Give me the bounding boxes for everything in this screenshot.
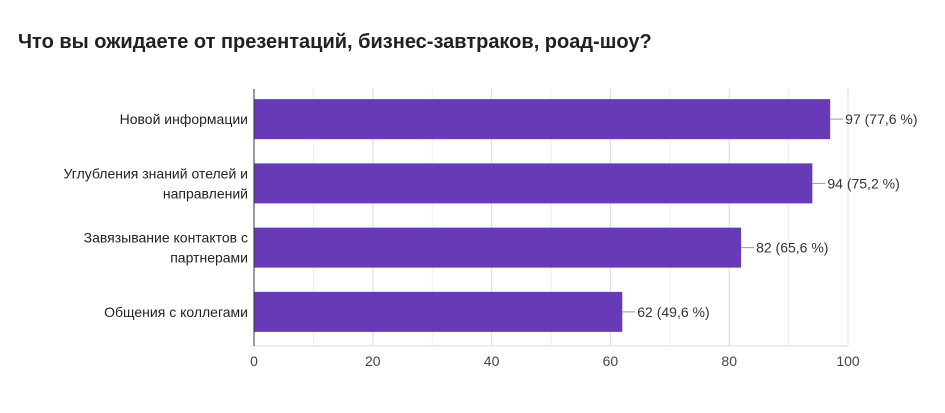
x-tick-label: 60 xyxy=(603,353,619,369)
data-label: 97 (77,6 %) xyxy=(845,111,917,127)
x-tick-label: 100 xyxy=(836,353,860,369)
x-tick-label: 80 xyxy=(721,353,737,369)
x-tick-label: 0 xyxy=(250,353,258,369)
data-label: 82 (65,6 %) xyxy=(756,240,828,256)
bar xyxy=(254,99,831,140)
category-label: Завязывание контактов с xyxy=(84,230,248,246)
data-label: 94 (75,2 %) xyxy=(827,175,899,191)
bar xyxy=(254,163,813,204)
category-label: партнерами xyxy=(170,250,248,266)
category-label: Новой информации xyxy=(120,111,248,127)
category-label: Углубления знаний отелей и xyxy=(64,165,249,181)
category-label: направлений xyxy=(163,185,248,201)
bar xyxy=(254,227,742,268)
x-tick-label: 40 xyxy=(484,353,500,369)
chart-title: Что вы ожидаете от презентаций, бизнес-з… xyxy=(18,31,652,53)
x-tick-label: 20 xyxy=(365,353,381,369)
data-label: 62 (49,6 %) xyxy=(637,304,709,320)
bar xyxy=(254,291,623,332)
category-label: Общения с коллегами xyxy=(104,304,248,320)
